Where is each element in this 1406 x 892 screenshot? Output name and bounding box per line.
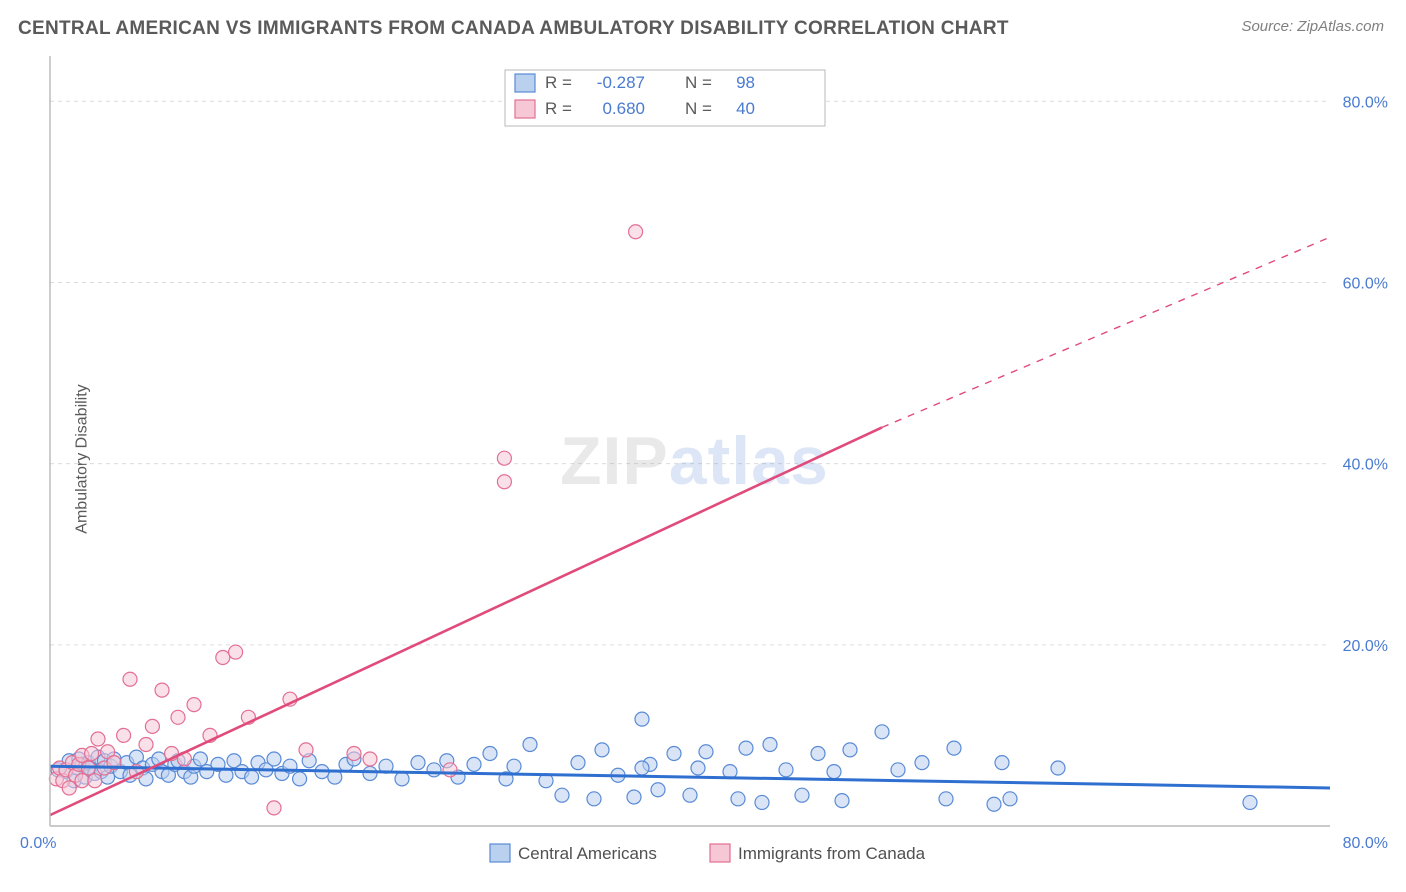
data-point bbox=[483, 747, 497, 761]
data-point bbox=[363, 766, 377, 780]
data-point bbox=[739, 741, 753, 755]
data-point bbox=[187, 698, 201, 712]
data-point bbox=[987, 797, 1001, 811]
data-point bbox=[91, 732, 105, 746]
data-point bbox=[731, 792, 745, 806]
data-point bbox=[62, 781, 76, 795]
data-point bbox=[411, 756, 425, 770]
legend-label: Central Americans bbox=[518, 844, 657, 863]
data-point bbox=[497, 451, 511, 465]
data-point bbox=[267, 752, 281, 766]
y-tick-label: 40.0% bbox=[1343, 457, 1388, 474]
data-point bbox=[88, 774, 102, 788]
data-point bbox=[651, 783, 665, 797]
data-point bbox=[915, 756, 929, 770]
data-point bbox=[947, 741, 961, 755]
data-point bbox=[293, 772, 307, 786]
data-point bbox=[635, 712, 649, 726]
x-tick-label: 80.0% bbox=[1343, 835, 1388, 852]
data-point bbox=[229, 645, 243, 659]
stat-n-value: 40 bbox=[736, 99, 755, 118]
data-point bbox=[123, 672, 137, 686]
data-point bbox=[1003, 792, 1017, 806]
data-point bbox=[395, 772, 409, 786]
header: CENTRAL AMERICAN VS IMMIGRANTS FROM CANA… bbox=[0, 0, 1406, 44]
data-point bbox=[683, 788, 697, 802]
legend-label: Immigrants from Canada bbox=[738, 844, 926, 863]
legend-swatch bbox=[490, 844, 510, 862]
data-point bbox=[571, 756, 585, 770]
data-point bbox=[779, 763, 793, 777]
scatter-plot: ZIPatlas 20.0% 40.0% 60.0% 80.0% 0.0% 80.0% R =… bbox=[0, 44, 1406, 874]
y-tick-label: 20.0% bbox=[1343, 638, 1388, 655]
data-point bbox=[193, 752, 207, 766]
trend-line-extrapolated bbox=[882, 237, 1330, 427]
source-attribution: Source: ZipAtlas.com bbox=[1241, 18, 1384, 35]
data-point bbox=[939, 792, 953, 806]
data-point bbox=[363, 752, 377, 766]
data-point bbox=[595, 743, 609, 757]
data-point bbox=[443, 763, 457, 777]
data-point bbox=[875, 725, 889, 739]
data-point bbox=[427, 763, 441, 777]
watermark: ZIPatlas bbox=[560, 423, 829, 499]
data-point bbox=[763, 737, 777, 751]
data-point bbox=[691, 761, 705, 775]
legend-swatch bbox=[710, 844, 730, 862]
data-point bbox=[117, 728, 131, 742]
data-point bbox=[145, 719, 159, 733]
x-tick-label: 0.0% bbox=[20, 835, 56, 852]
data-point bbox=[155, 683, 169, 697]
data-point bbox=[507, 759, 521, 773]
stat-r-value: -0.287 bbox=[597, 73, 645, 92]
stat-n-value: 98 bbox=[736, 73, 755, 92]
data-point bbox=[267, 801, 281, 815]
data-point bbox=[843, 743, 857, 757]
data-point bbox=[75, 774, 89, 788]
data-point bbox=[216, 651, 230, 665]
stat-r-label: R = bbox=[545, 73, 572, 92]
data-point bbox=[995, 756, 1009, 770]
data-point bbox=[699, 745, 713, 759]
data-point bbox=[755, 795, 769, 809]
stat-r-label: R = bbox=[545, 99, 572, 118]
chart-container: Ambulatory Disability ZIPatlas20.0%40.0%… bbox=[0, 44, 1406, 874]
stat-n-label: N = bbox=[685, 99, 712, 118]
y-tick-label: 80.0% bbox=[1343, 94, 1388, 111]
data-point bbox=[347, 747, 361, 761]
data-point bbox=[629, 225, 643, 239]
data-point bbox=[667, 747, 681, 761]
data-point bbox=[627, 790, 641, 804]
stat-swatch bbox=[515, 100, 535, 118]
stat-r-value: 0.680 bbox=[602, 99, 645, 118]
stat-n-label: N = bbox=[685, 73, 712, 92]
stat-swatch bbox=[515, 74, 535, 92]
data-point bbox=[635, 761, 649, 775]
data-point bbox=[795, 788, 809, 802]
data-point bbox=[139, 737, 153, 751]
data-point bbox=[1051, 761, 1065, 775]
data-point bbox=[497, 475, 511, 489]
y-tick-label: 60.0% bbox=[1343, 275, 1388, 292]
chart-title: CENTRAL AMERICAN VS IMMIGRANTS FROM CANA… bbox=[18, 18, 1009, 40]
data-point bbox=[299, 743, 313, 757]
data-point bbox=[811, 747, 825, 761]
data-point bbox=[827, 765, 841, 779]
data-point bbox=[555, 788, 569, 802]
data-point bbox=[587, 792, 601, 806]
data-point bbox=[1243, 795, 1257, 809]
data-point bbox=[85, 747, 99, 761]
data-point bbox=[245, 770, 259, 784]
trend-line bbox=[50, 427, 882, 815]
data-point bbox=[467, 757, 481, 771]
data-point bbox=[835, 794, 849, 808]
data-point bbox=[171, 710, 185, 724]
data-point bbox=[523, 737, 537, 751]
data-point bbox=[891, 763, 905, 777]
